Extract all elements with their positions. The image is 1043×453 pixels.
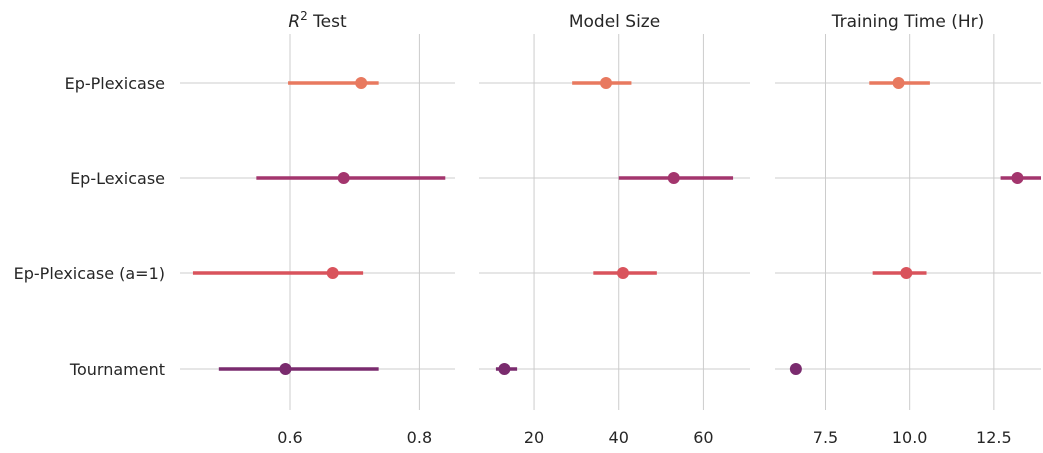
mean-point (498, 363, 511, 375)
mean-point (600, 77, 613, 89)
panel-title: Model Size (569, 12, 660, 32)
mean-point (326, 267, 339, 279)
x-tick-label: 20 (524, 428, 544, 447)
x-tick-label: 12.5 (976, 428, 1012, 447)
y-tick-label: Tournament (69, 360, 165, 379)
panel-title: R2 Test (288, 9, 347, 32)
mean-point (355, 77, 368, 89)
y-tick-label: Ep-Lexicase (70, 169, 165, 188)
y-tick-label: Ep-Plexicase (65, 74, 165, 93)
x-tick-label: 60 (693, 428, 713, 447)
mean-point (900, 267, 913, 279)
x-tick-label: 0.8 (407, 428, 432, 447)
panel-title: Training Time (Hr) (831, 12, 985, 32)
x-tick-label: 0.6 (277, 428, 302, 447)
x-tick-label: 10.0 (892, 428, 928, 447)
mean-point (667, 172, 680, 184)
mean-point (279, 363, 292, 375)
mean-point (1011, 172, 1024, 184)
mean-point (337, 172, 350, 184)
x-tick-label: 7.5 (813, 428, 838, 447)
mean-point (616, 267, 629, 279)
y-tick-label: Ep-Plexicase (a=1) (14, 264, 165, 283)
x-tick-label: 40 (609, 428, 629, 447)
mean-point (892, 77, 905, 89)
mean-point (789, 363, 802, 375)
